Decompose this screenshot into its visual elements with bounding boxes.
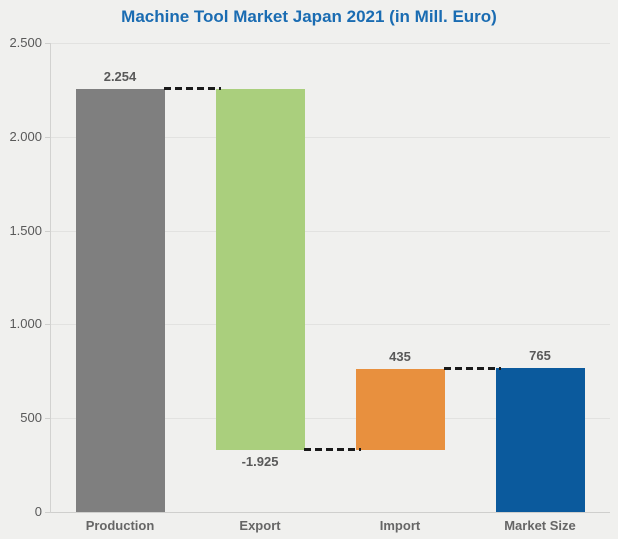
y-axis-line xyxy=(50,43,51,513)
bar-market-size xyxy=(495,368,585,512)
y-axis-tick-label: 0 xyxy=(34,504,42,519)
y-axis-tick xyxy=(45,136,50,138)
y-axis-tick xyxy=(45,43,50,44)
bar-export xyxy=(215,89,305,451)
gridline xyxy=(50,43,610,44)
x-axis-category-label: Import xyxy=(379,518,421,533)
y-axis-tick xyxy=(45,230,50,232)
bar-value-label: 2.254 xyxy=(103,69,137,85)
y-axis-tick-label: 1.500 xyxy=(9,222,42,238)
y-axis-tick xyxy=(45,418,50,420)
x-axis-category-label: Market Size xyxy=(504,518,576,533)
bar-value-label: -1.925 xyxy=(241,454,279,470)
bar-value-label: 435 xyxy=(389,348,411,364)
bar-import xyxy=(355,368,445,451)
gridline xyxy=(50,418,610,420)
gridline xyxy=(50,512,610,513)
y-axis-tick-label: 1.000 xyxy=(9,316,42,332)
y-axis-tick xyxy=(45,512,50,513)
gridline xyxy=(50,230,610,232)
y-axis-tick-label: 2.000 xyxy=(9,128,42,144)
waterfall-connector xyxy=(443,366,501,370)
gridline xyxy=(50,324,610,326)
y-axis-tick-label: 500 xyxy=(20,410,42,426)
gridline xyxy=(50,136,610,138)
x-axis-category-label: Production xyxy=(85,518,155,533)
x-axis-category-label: Export xyxy=(239,518,281,533)
y-axis-tick xyxy=(45,324,50,326)
bar-production xyxy=(75,89,165,512)
waterfall-connector xyxy=(163,87,221,91)
y-axis-tick-label: 2.500 xyxy=(9,35,42,50)
waterfall-connector xyxy=(303,448,361,452)
chart-title: Machine Tool Market Japan 2021 (in Mill.… xyxy=(121,7,497,26)
bar-value-label: 765 xyxy=(529,348,551,364)
